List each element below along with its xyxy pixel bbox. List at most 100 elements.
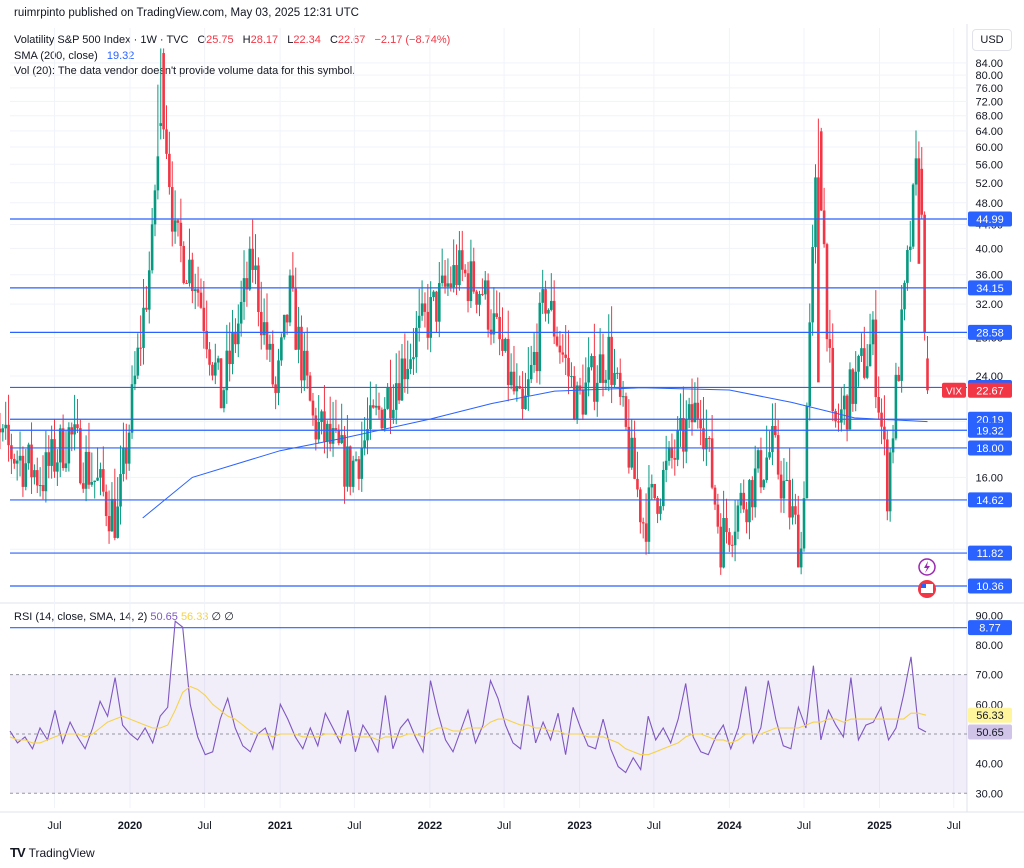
candle-body: [458, 250, 461, 286]
candle-body: [785, 479, 789, 481]
rsi-sma-line: [9, 685, 927, 756]
time-axis-label: Jul: [47, 820, 61, 832]
currency-button[interactable]: USD: [972, 29, 1012, 51]
candle-body: [627, 426, 631, 468]
candle-body: [796, 514, 800, 568]
level-price-badge: [968, 620, 1012, 636]
price-axis-label: 36.00: [975, 270, 1003, 282]
candle-body: [630, 437, 634, 468]
time-axis-label: Jul: [947, 820, 961, 832]
level-price-badge: [968, 280, 1012, 296]
candle-body: [159, 123, 163, 126]
candle-body: [644, 523, 648, 542]
rsi-sma-value: 56.33: [180, 611, 209, 623]
level-price-badge: [968, 492, 1012, 508]
level-price-badge: [968, 440, 1012, 456]
candle-body: [392, 409, 395, 419]
rsi-label: RSI (14, close, SMA, 14, 2): [14, 611, 148, 623]
high-value: 28.17: [250, 34, 279, 46]
candle-body: [248, 248, 252, 290]
open-label: O: [197, 34, 207, 46]
candle-body: [179, 222, 183, 246]
rsi-legend[interactable]: RSI (14, close, SMA, 14, 2) 50.65 56.33 …: [14, 610, 234, 623]
candle-body: [636, 478, 639, 490]
candle-body: [400, 358, 404, 401]
candle-body: [730, 544, 734, 546]
candle-body: [122, 448, 125, 475]
candle-body: [191, 259, 194, 292]
candle-body: [219, 358, 223, 409]
candle-body: [311, 400, 315, 416]
candle-body: [268, 343, 272, 350]
level-price-label: 19.32: [976, 425, 1004, 437]
candle-body: [728, 532, 731, 545]
candle-body: [684, 419, 688, 452]
open-value: 25.75: [206, 34, 234, 46]
volume-legend-row[interactable]: Vol (20): The data vendor doesn't provid…: [14, 65, 356, 77]
level-price-label: 34.15: [976, 283, 1004, 295]
candle-body: [346, 446, 349, 487]
candle-body: [719, 526, 723, 568]
candle-body: [426, 311, 430, 338]
candle-body: [328, 423, 332, 444]
candle-body: [386, 387, 389, 409]
price-axis-label: 80.00: [975, 70, 1003, 82]
candle-body: [791, 506, 794, 518]
candle-body: [7, 424, 10, 446]
candle-body: [282, 314, 286, 338]
candle-body: [337, 429, 341, 444]
candle-body: [604, 379, 608, 383]
time-axis-label: 2020: [118, 820, 142, 832]
symbol-legend-row[interactable]: Volatility S&P 500 Index · 1W · TVC O25.…: [14, 33, 450, 49]
time-axis-label: Jul: [347, 820, 361, 832]
candle-body: [552, 300, 556, 337]
candle-body: [532, 351, 536, 365]
candle-body: [35, 470, 39, 486]
candle-body: [814, 177, 817, 248]
candle-body: [903, 282, 906, 310]
candle-body: [779, 474, 783, 499]
rsi-sma-badge-label: 56.33: [976, 710, 1004, 722]
candle-body: [389, 387, 392, 419]
symbol-badge-label: VIX: [946, 386, 962, 397]
candle-body: [788, 479, 791, 518]
candle-body: [659, 506, 662, 514]
candle-body: [920, 168, 924, 215]
candle-body: [572, 376, 576, 420]
candle-body: [848, 369, 852, 430]
change-value: −2.17 (−8.74%): [374, 34, 451, 46]
candle-body: [690, 404, 694, 423]
low-label: L: [287, 34, 294, 46]
candle-body: [440, 275, 444, 284]
candle-body: [481, 293, 484, 295]
candle-body: [463, 269, 467, 274]
level-price-badge: [968, 211, 1012, 227]
candle-body: [819, 131, 823, 211]
candle-body: [47, 452, 51, 466]
candle-body: [908, 246, 912, 250]
candle-body: [403, 358, 407, 380]
level-price-label: 28.58: [976, 327, 1004, 339]
candle-body: [323, 411, 326, 442]
candle-body: [58, 428, 62, 463]
candle-body: [521, 388, 524, 410]
candle-body: [863, 348, 866, 378]
candle-body: [860, 348, 863, 356]
candle-body: [550, 300, 553, 310]
candle-body: [452, 265, 455, 288]
candle-body: [748, 480, 751, 523]
candle-body: [251, 248, 254, 270]
candle-body: [297, 326, 300, 350]
candle-body: [673, 457, 677, 460]
candle-body: [926, 358, 929, 391]
candle-body: [21, 455, 25, 487]
candle-body: [558, 345, 562, 353]
candle-body: [610, 336, 613, 385]
candle-body: [234, 332, 237, 345]
sma-legend-row[interactable]: SMA (200, close) 19.32: [14, 49, 450, 65]
candle-body: [917, 158, 921, 264]
footer-brand-text: TradingView: [28, 845, 95, 860]
candle-body: [455, 265, 458, 286]
candle-body: [188, 259, 191, 284]
